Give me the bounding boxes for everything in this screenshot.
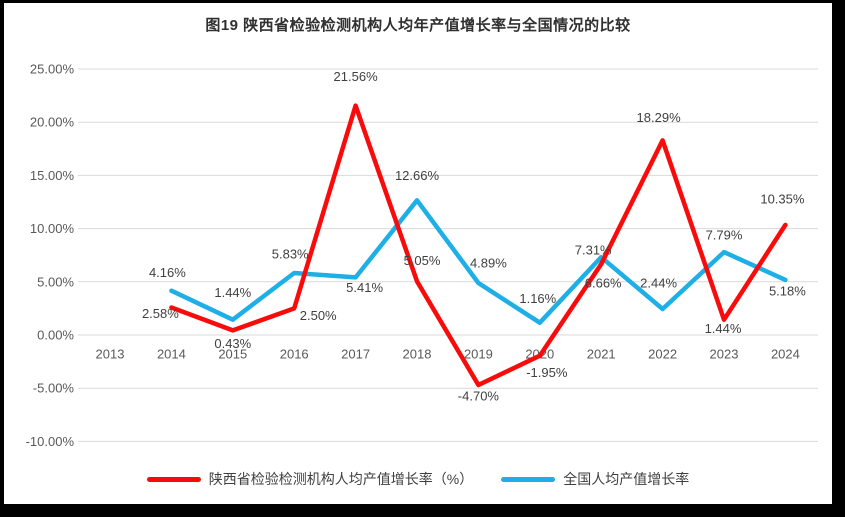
x-axis-tick-label: 2013	[96, 347, 125, 362]
data-label: 2.58%	[142, 306, 179, 321]
y-axis-tick-label: 10.00%	[30, 221, 75, 236]
chart-title: 图19 陕西省检验检测机构人均年产值增长率与全国情况的比较	[205, 17, 631, 34]
data-label: 1.44%	[214, 285, 251, 300]
y-axis-tick-label: 25.00%	[30, 62, 75, 77]
x-axis-tick-label: 2024	[771, 347, 800, 362]
x-axis-tick-label: 2015	[218, 347, 247, 362]
data-label: 0.43%	[214, 336, 251, 351]
data-label: 5.41%	[346, 280, 383, 295]
x-axis-tick-label: 2018	[403, 347, 432, 362]
data-label: 18.29%	[637, 110, 682, 125]
data-label: 5.83%	[272, 246, 309, 261]
data-label: 7.79%	[706, 228, 743, 243]
series-line-national	[169, 198, 788, 325]
data-label: 1.44%	[705, 321, 742, 336]
x-axis-tick-label: 2022	[648, 347, 677, 362]
data-label: -1.95%	[526, 365, 568, 380]
x-axis-tick-label: 2016	[280, 347, 309, 362]
legend-label-shaanxi: 陕西省检验检测机构人均产值增长率（%）	[208, 471, 474, 487]
chart-canvas	[4, 3, 832, 504]
x-axis-tick-label: 2019	[464, 347, 493, 362]
data-label: 21.56%	[334, 69, 379, 84]
data-label: 2.50%	[300, 308, 337, 323]
y-axis-tick-label: -5.00%	[33, 381, 75, 396]
x-axis-tick-label: 2021	[587, 347, 616, 362]
y-axis-tick-label: 0.00%	[37, 328, 74, 343]
chart-legend: 陕西省检验检测机构人均产值增长率（%） 全国人均产值增长率	[4, 469, 832, 489]
data-label: 5.05%	[404, 253, 441, 268]
data-label: 7.31%	[575, 243, 612, 258]
x-axis-tick-label: 2023	[710, 347, 739, 362]
data-label: 4.89%	[470, 255, 507, 270]
data-label: 4.16%	[149, 265, 186, 280]
data-label: 5.18%	[769, 283, 806, 298]
y-axis-tick-label: -10.00%	[26, 434, 75, 449]
red-line-swatch	[146, 476, 201, 482]
legend-item-shaanxi: 陕西省检验检测机构人均产值增长率（%）	[146, 469, 474, 489]
y-axis-tick-label: 15.00%	[30, 168, 75, 183]
series-line-shaanxi	[169, 103, 788, 388]
data-label: 12.66%	[395, 168, 440, 183]
legend-label-national: 全国人均产值增长率	[563, 471, 690, 487]
data-label: -4.70%	[458, 389, 500, 404]
data-label: 2.44%	[640, 276, 677, 291]
data-label: 10.35%	[760, 191, 805, 206]
x-axis-tick-label: 2017	[341, 347, 370, 362]
legend-item-national: 全国人均产值增长率	[501, 469, 689, 489]
data-label: 6.66%	[585, 276, 622, 291]
blue-line-swatch	[501, 476, 556, 482]
x-axis-tick-label: 2014	[157, 347, 186, 362]
data-label: 1.16%	[519, 291, 556, 306]
y-axis-tick-label: 20.00%	[30, 115, 75, 130]
y-axis-tick-label: 5.00%	[37, 274, 74, 289]
